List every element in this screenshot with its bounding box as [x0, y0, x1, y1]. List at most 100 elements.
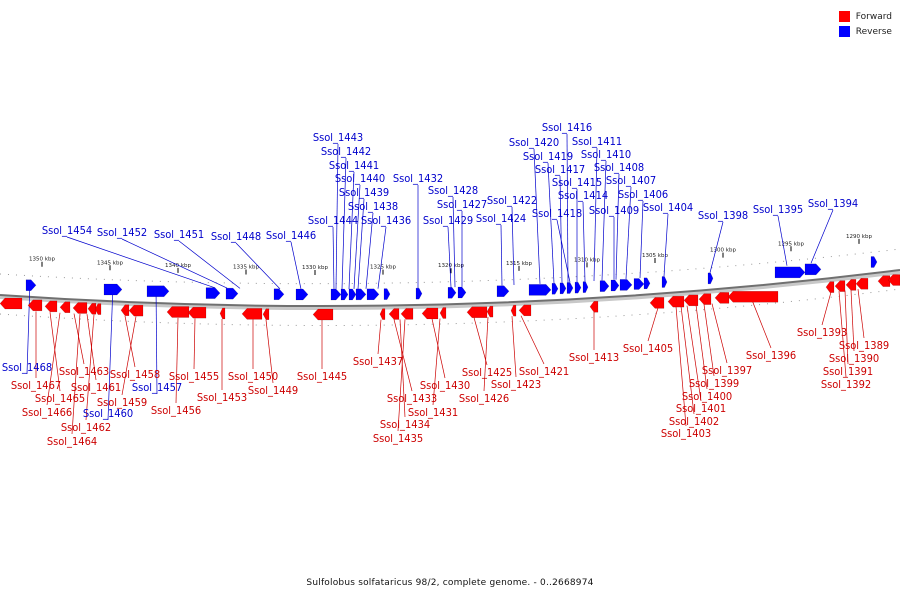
forward-gene-arrow [439, 307, 447, 319]
gene-label: Ssol_1402 [669, 415, 719, 428]
gene-label: Ssol_1443 [313, 131, 363, 144]
reverse-gene-arrow [599, 280, 610, 292]
reverse-gene-arrow [415, 287, 423, 300]
label-leader-line [511, 206, 515, 286]
gene-label: Ssol_1457 [132, 381, 182, 394]
label-leader-line [431, 318, 446, 379]
reverse-gene-arrow [619, 279, 633, 291]
gene-label: Ssol_1398 [698, 209, 748, 222]
scale-tick-label: 1335 kbp [233, 264, 259, 270]
label-leader-line [121, 238, 228, 289]
forward-gene-arrow [649, 297, 665, 309]
reverse-gene-arrow [447, 287, 457, 299]
label-leader-line [582, 201, 586, 282]
label-leader-line [335, 143, 339, 290]
reverse-gene-arrow [330, 288, 342, 301]
label-leader-line [547, 162, 555, 284]
legend-reverse-swatch [838, 26, 850, 37]
scale-tick-label: 1340 kbp [165, 263, 191, 269]
forward-gene-arrow [388, 308, 400, 320]
gene-label: Ssol_1422 [487, 194, 537, 207]
gene-label: Ssol_1461 [71, 381, 121, 394]
reverse-gene-arrow [566, 282, 574, 294]
gene-label: Ssol_1399 [689, 377, 739, 390]
gene-label: Ssol_1414 [558, 189, 608, 202]
gene-label: Ssol_1435 [373, 432, 423, 445]
label-leader-line [178, 240, 241, 289]
gene-label: Ssol_1394 [808, 197, 858, 210]
gene-label: Ssol_1434 [380, 418, 430, 431]
reverse-gene-arrow [610, 279, 620, 292]
reverse-gene-arrow [551, 283, 559, 295]
gene-label: Ssol_1439 [339, 186, 389, 199]
reverse-gene-arrow [774, 266, 806, 279]
reverse-gene-arrow [574, 281, 582, 294]
gene-label: Ssol_1389 [839, 339, 889, 352]
scale-tick-label: 1305 kbp [642, 253, 668, 259]
gene-label: Ssol_1453 [197, 391, 247, 404]
forward-gene-arrow [312, 308, 334, 321]
gene-label: Ssol_1433 [387, 392, 437, 405]
reverse-gene-arrow [582, 281, 589, 293]
leader-layer [26, 133, 865, 435]
gene-label: Ssol_1468 [2, 361, 52, 374]
label-leader-line [810, 209, 834, 264]
label-leader-line [121, 316, 137, 396]
gene-label: Ssol_1445 [297, 370, 347, 383]
label-leader-line [66, 236, 216, 289]
label-leader-line [703, 304, 715, 377]
gene-label: Ssol_1465 [35, 392, 85, 405]
scale-tick-label: 1315 kbp [506, 261, 532, 267]
label-layer: Ssol_1443Ssol_1442Ssol_1441Ssol_1440Ssol… [2, 121, 889, 448]
scale-tick-label: 1345 kbp [97, 260, 123, 266]
reverse-gene-arrow [225, 287, 239, 300]
reverse-gene-arrow [25, 279, 37, 291]
legend-forward-label: Forward [855, 11, 892, 22]
reverse-gene-arrow [295, 288, 309, 301]
gene-label: Ssol_1441 [329, 159, 379, 172]
gene-label: Ssol_1451 [154, 228, 204, 241]
gene-label: Ssol_1411 [572, 135, 622, 148]
forward-gene-arrow [27, 299, 43, 312]
reverse-gene-arrow [340, 288, 349, 301]
gene-label: Ssol_1424 [476, 212, 526, 225]
legend-forward-swatch [838, 11, 850, 22]
legend-reverse-label: Reverse [855, 26, 892, 37]
gene-label: Ssol_1404 [643, 201, 693, 214]
reverse-gene-arrow [355, 288, 367, 301]
label-leader-line [193, 318, 196, 370]
forward-gene-arrow [698, 293, 712, 305]
label-leader-line [520, 315, 545, 365]
label-leader-line [675, 306, 687, 427]
reverse-gene-arrow [661, 276, 668, 288]
reverse-gene-arrow [804, 263, 822, 276]
reverse-gene-arrow [366, 288, 380, 301]
gene-label: Ssol_1406 [618, 188, 668, 201]
label-leader-line [365, 212, 374, 289]
label-leader-line [821, 291, 832, 326]
gene-label: Ssol_1437 [353, 355, 403, 368]
label-leader-line [85, 314, 95, 421]
label-leader-line [601, 160, 607, 281]
label-leader-line [500, 224, 503, 286]
label-leader-line [625, 186, 632, 280]
gene-label: Ssol_1419 [523, 150, 573, 163]
reverse-gene-arrow [559, 282, 567, 295]
gene-label: Ssol_1417 [535, 163, 585, 176]
reverse-gene-arrow [103, 283, 123, 296]
reverse-gene-arrow [348, 288, 357, 301]
gene-label: Ssol_1467 [11, 379, 61, 392]
gene-label: Ssol_1456 [151, 404, 201, 417]
label-leader-line [663, 213, 669, 277]
scale-tick-label: 1350 kbp [29, 257, 55, 263]
gene-label: Ssol_1425 [462, 366, 512, 379]
gene-label: Ssol_1452 [97, 226, 147, 239]
label-leader-line [452, 196, 456, 288]
label-leader-line [265, 319, 274, 384]
scale-tick-label: 1300 kbp [710, 248, 736, 254]
gene-label: Ssol_1463 [59, 365, 109, 378]
forward-gene-arrow [120, 304, 130, 317]
gene-label: Ssol_1396 [746, 349, 796, 362]
forward-gene-arrow [589, 301, 599, 313]
gene-label: Ssol_1416 [542, 121, 592, 134]
